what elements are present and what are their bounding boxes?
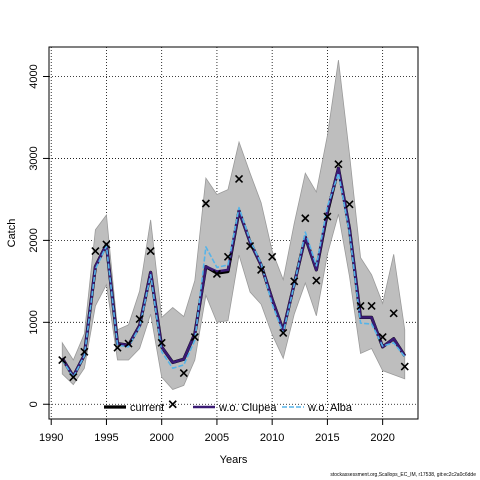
observation-point: [212, 269, 221, 279]
observation-point: [223, 252, 233, 261]
observation-point: [124, 339, 133, 348]
observation-point: [312, 276, 321, 285]
observation-point: [69, 373, 78, 382]
observation-point: [135, 314, 144, 324]
x-tick-label: 2000: [149, 432, 173, 444]
observation-point: [146, 246, 155, 256]
footer-text: stockassessment.org,Scallops_EC_IM, r175…: [330, 472, 476, 478]
observation-point: [168, 400, 177, 409]
observation-point: [279, 328, 288, 338]
observation-point: [113, 343, 122, 352]
y-tick-label: 3000: [28, 146, 40, 170]
x-tick-label: 2015: [315, 432, 339, 444]
x-tick-label: 2010: [260, 432, 284, 444]
y-tick-label: 1000: [28, 310, 40, 334]
observation-point: [356, 301, 365, 310]
observation-point: [323, 212, 332, 221]
observation-point: [234, 174, 244, 183]
y-tick-label: 0: [28, 401, 40, 407]
observation-point: [345, 200, 354, 209]
observation-point: [268, 252, 277, 261]
observation-point: [367, 301, 376, 310]
observation-point: [201, 199, 210, 208]
observation-point: [190, 332, 199, 342]
observation-point: [179, 369, 188, 378]
y-tick-label: 2000: [28, 228, 40, 252]
y-axis: 0 1000 2000 3000 4000: [28, 64, 50, 407]
observation-point: [80, 347, 89, 356]
observation-point: [257, 265, 266, 274]
observation-point: [334, 160, 343, 169]
x-axis-title: Years: [220, 454, 248, 466]
uncertainty-band-layer: [61, 60, 406, 390]
observation-point: [290, 277, 299, 286]
y-axis-title: Catch: [6, 219, 18, 248]
observation-point: [58, 355, 67, 365]
legend-item: current: [104, 402, 164, 414]
observation-point: [389, 309, 398, 318]
observation-point: [102, 240, 111, 249]
legend-label: w.o. Alba: [307, 402, 353, 414]
observation-point: [400, 362, 409, 371]
observation-point: [157, 338, 166, 347]
observation-point: [91, 246, 100, 256]
x-tick-label: 2005: [205, 432, 229, 444]
observation-point: [301, 214, 310, 223]
observation-point: [378, 332, 387, 342]
legend-item: w.o. Clupea: [193, 402, 277, 414]
uncertainty-band: [61, 60, 406, 390]
legend-label: current: [130, 402, 164, 414]
observations-layer: [58, 160, 409, 409]
legend: current w.o. Clupea w.o. Alba: [104, 402, 353, 414]
legend-item: w.o. Alba: [282, 402, 353, 414]
x-tick-label: 1995: [94, 432, 118, 444]
x-axis: 1990 1995 2000 2005 2010 2015 2020: [39, 418, 395, 444]
x-tick-label: 2020: [370, 432, 394, 444]
x-tick-label: 1990: [39, 432, 63, 444]
observation-point: [246, 242, 255, 251]
legend-label: w.o. Clupea: [218, 402, 277, 414]
y-tick-label: 4000: [28, 64, 40, 88]
